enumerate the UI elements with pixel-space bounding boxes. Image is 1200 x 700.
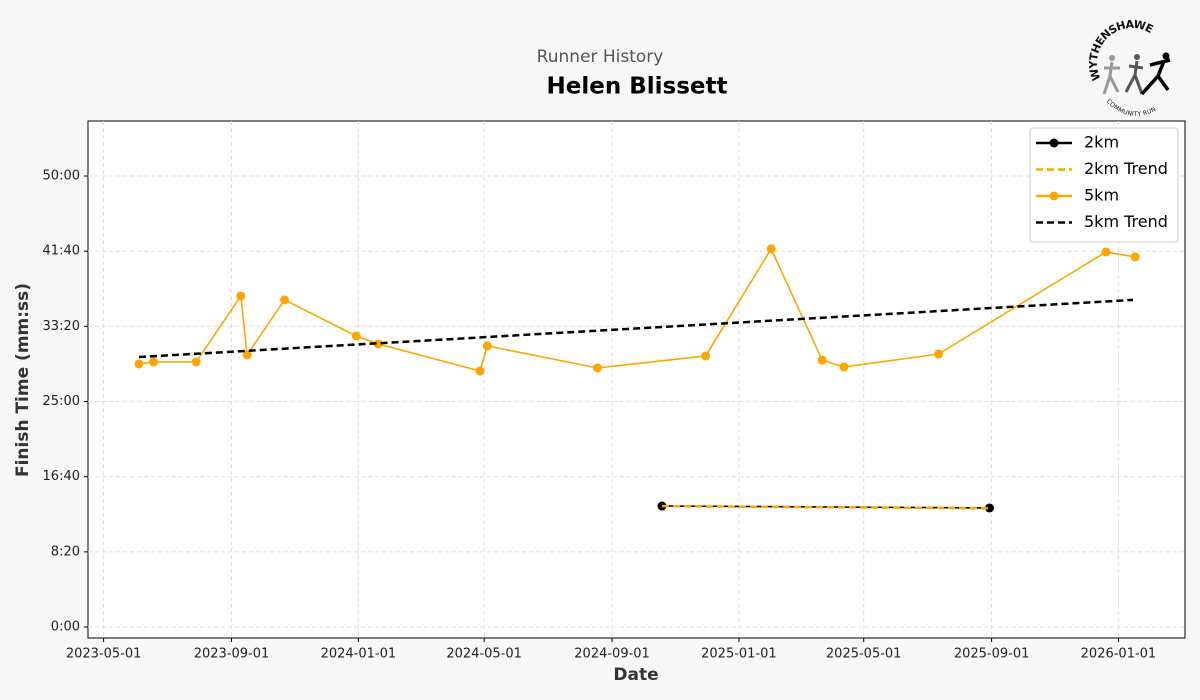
y-tick-label: 25:00: [43, 394, 80, 409]
series-line: [661, 505, 990, 509]
data-point: [191, 357, 201, 367]
logo-top: WYTHENSHAWE: [1087, 18, 1156, 83]
x-tick-label: 2024-01-01: [321, 647, 397, 662]
data-point: [373, 339, 383, 349]
data-point: [242, 350, 252, 360]
x-tick-label: 2023-09-01: [194, 647, 270, 662]
data-point: [766, 244, 776, 254]
legend-label: 2km: [1084, 133, 1119, 152]
chart-subtitle: Runner History: [537, 47, 664, 67]
data-point: [1101, 247, 1111, 257]
y-tick-label: 16:40: [43, 469, 80, 484]
x-tick-label: 2025-09-01: [954, 647, 1030, 662]
logo: WYTHENSHAWE COMMUNITY RUN: [1087, 18, 1171, 118]
legend-box: [1029, 127, 1179, 243]
x-axis-label: Date: [613, 665, 658, 685]
y-axis-label: Finish Time (mm:ss): [13, 283, 33, 477]
series-line: [138, 298, 1134, 359]
logo-text: WYTHENSHAWE: [1087, 18, 1156, 83]
data-point: [701, 351, 711, 361]
legend-label: 5km: [1084, 186, 1119, 205]
data-point: [593, 363, 603, 373]
series-line: [138, 247, 1136, 372]
y-tick-label: 0:00: [51, 620, 80, 635]
data-point: [149, 357, 159, 367]
data-point: [1130, 252, 1140, 262]
data-point: [236, 291, 246, 301]
data-point: [280, 295, 290, 305]
x-tick-label: 2024-09-01: [574, 647, 650, 662]
data-point: [475, 366, 485, 376]
chart-title: Helen Blissett: [547, 74, 728, 100]
y-tick-label: 33:20: [43, 319, 80, 334]
data-point: [351, 331, 361, 341]
logo-bottom: COMMUNITY RUN: [1105, 98, 1157, 118]
legend-marker: [1049, 138, 1059, 148]
data-point: [934, 349, 944, 359]
y-tick-label: 50:00: [43, 169, 80, 184]
data-point: [985, 503, 995, 513]
x-tick-label: 2023-05-01: [66, 647, 142, 662]
x-tick-label: 2024-05-01: [446, 647, 522, 662]
data-point: [657, 501, 667, 511]
data-point: [839, 362, 849, 372]
data-point: [134, 359, 144, 369]
logo-text: COMMUNITY RUN: [1105, 98, 1157, 118]
x-tick-label: 2025-05-01: [826, 647, 902, 662]
legend-label: 5km Trend: [1084, 212, 1168, 231]
x-tick-label: 2025-01-01: [701, 647, 777, 662]
y-tick-label: 8:20: [51, 544, 80, 559]
y-tick-label: 41:40: [43, 244, 80, 259]
legend-label: 2km Trend: [1084, 159, 1168, 178]
x-tick-label: 2026-01-01: [1081, 647, 1157, 662]
data-point: [817, 355, 827, 365]
data-point: [482, 341, 492, 351]
legend-marker: [1049, 191, 1059, 201]
plot-area: [87, 120, 1186, 639]
